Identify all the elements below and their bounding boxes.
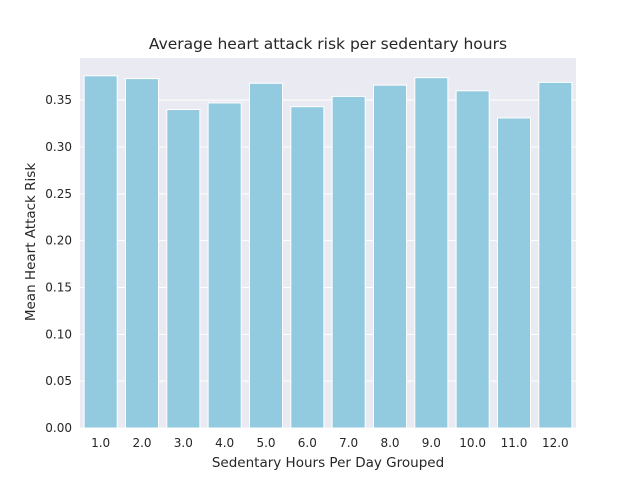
bar-2-0 bbox=[124, 78, 160, 429]
bar-11-0 bbox=[496, 117, 532, 429]
bar-10-0 bbox=[455, 90, 490, 429]
bar-1-0 bbox=[83, 75, 118, 429]
x-tick-label: 2.0 bbox=[132, 436, 151, 450]
bar-7-0 bbox=[331, 95, 366, 429]
plot-area bbox=[80, 58, 576, 428]
y-axis-ticks: 0.00 0.05 0.10 0.15 0.20 0.25 0.30 0.35 bbox=[45, 93, 72, 435]
y-axis-label: Mean Heart Attack Risk bbox=[23, 163, 39, 321]
bar-6-0 bbox=[290, 106, 325, 429]
bar-3-0 bbox=[166, 109, 201, 429]
bar-12-0 bbox=[538, 81, 573, 429]
bar-4-0 bbox=[207, 102, 242, 429]
bar-8-0 bbox=[372, 84, 408, 429]
x-tick-label: 3.0 bbox=[174, 436, 193, 450]
chart-title: Average heart attack risk per sedentary … bbox=[149, 35, 507, 53]
x-tick-label: 4.0 bbox=[215, 436, 234, 450]
y-tick-label: 0.10 bbox=[45, 327, 72, 341]
x-tick-label: 6.0 bbox=[298, 436, 317, 450]
y-tick-label: 0.30 bbox=[45, 140, 72, 154]
x-tick-label: 7.0 bbox=[339, 436, 358, 450]
y-tick-label: 0.35 bbox=[45, 93, 72, 107]
y-tick-label: 0.00 bbox=[45, 421, 72, 435]
y-tick-label: 0.20 bbox=[45, 234, 72, 248]
x-tick-label: 12.0 bbox=[542, 436, 569, 450]
bar-5-0 bbox=[248, 82, 284, 429]
gridlines bbox=[80, 99, 576, 429]
x-tick-label: 10.0 bbox=[459, 436, 486, 450]
bars bbox=[83, 75, 573, 429]
y-tick-label: 0.05 bbox=[45, 374, 72, 388]
y-tick-label: 0.25 bbox=[45, 187, 72, 201]
x-tick-label: 11.0 bbox=[501, 436, 528, 450]
x-axis-label: Sedentary Hours Per Day Grouped bbox=[212, 455, 444, 471]
x-tick-label: 1.0 bbox=[91, 436, 110, 450]
x-tick-label: 9.0 bbox=[422, 436, 441, 450]
y-tick-label: 0.15 bbox=[45, 280, 72, 294]
bar-9-0 bbox=[414, 77, 449, 429]
x-tick-label: 5.0 bbox=[256, 436, 275, 450]
x-tick-label: 8.0 bbox=[380, 436, 399, 450]
x-axis-ticks: 1.0 2.0 3.0 4.0 5.0 6.0 7.0 8.0 9.0 10.0 11.0 12.0 bbox=[91, 436, 569, 450]
